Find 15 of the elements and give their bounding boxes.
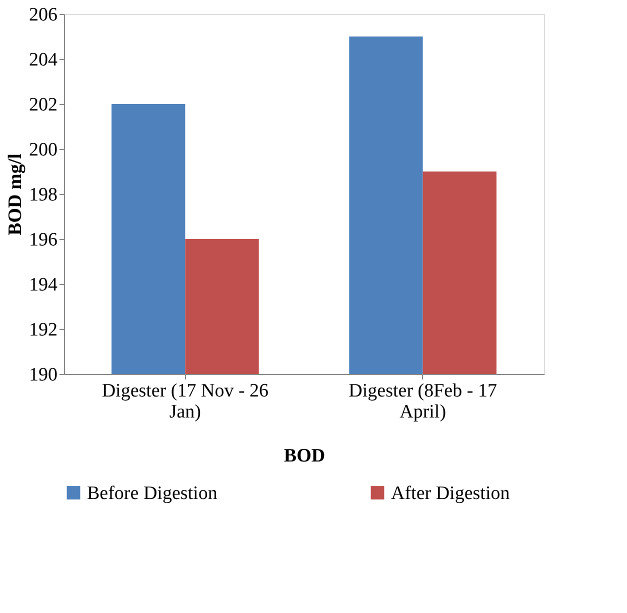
- legend-label: After Digestion: [391, 482, 510, 504]
- x-tick-label: Digester (17 Nov - 26 Jan): [102, 380, 269, 422]
- x-axis-title: BOD: [284, 446, 326, 466]
- legend-label: Before Digestion: [87, 482, 218, 504]
- y-axis-title: BOD mg/l: [5, 154, 26, 236]
- y-tick-label: 202: [29, 94, 58, 116]
- y-tick-label: 196: [29, 230, 58, 250]
- y-tick-label: 206: [29, 4, 58, 26]
- y-tick-label: 198: [29, 184, 58, 206]
- y-tick-label: 192: [29, 320, 58, 340]
- y-tick-label: 200: [29, 140, 58, 160]
- x-tick-label: Digester (8Feb - 17 April): [348, 380, 497, 422]
- y-tick-label: 190: [29, 364, 58, 386]
- y-tick-label: 194: [29, 274, 58, 296]
- y-tick-label: 204: [29, 50, 58, 70]
